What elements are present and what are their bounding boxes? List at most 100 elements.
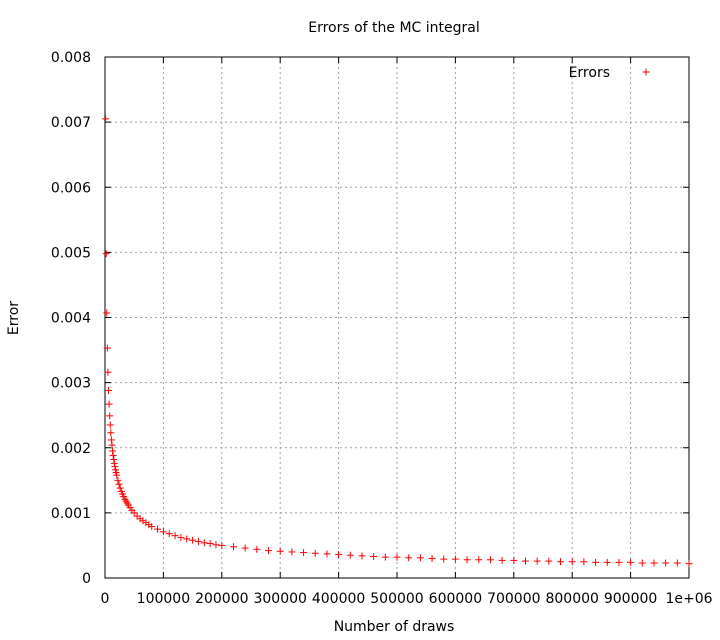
data-point [108, 441, 116, 449]
data-point [130, 509, 138, 517]
y-tick-label: 0.006 [51, 180, 91, 196]
x-tick-label: 600000 [429, 591, 482, 607]
data-point [603, 558, 611, 566]
data-point [451, 555, 459, 563]
data-point [110, 459, 118, 467]
data-point [475, 556, 483, 564]
x-tick-label: 200000 [195, 591, 248, 607]
data-point [486, 556, 494, 564]
data-point [521, 557, 529, 565]
data-point [405, 554, 413, 562]
x-tick-label: 800000 [545, 591, 598, 607]
data-point [183, 535, 191, 543]
data-point [229, 543, 237, 551]
data-point [416, 554, 424, 562]
x-tick-label: 100000 [137, 591, 190, 607]
y-tick-label: 0.002 [51, 441, 91, 457]
x-axis-label: Number of draws [334, 619, 455, 635]
grid-lines [105, 57, 689, 578]
x-tick-label: 900000 [604, 591, 657, 607]
data-point [148, 523, 156, 531]
data-point [200, 539, 208, 547]
data-point [109, 447, 117, 455]
data-point [189, 536, 197, 544]
data-point [370, 553, 378, 561]
y-tick-label: 0.007 [51, 115, 91, 131]
data-point [103, 344, 111, 352]
y-tick-label: 0.005 [51, 245, 91, 261]
data-point [673, 559, 681, 567]
data-point [650, 559, 658, 567]
data-point [105, 400, 113, 408]
data-point [115, 480, 123, 488]
data-point [241, 544, 249, 552]
y-tick-label: 0.003 [51, 376, 91, 392]
data-point [212, 541, 220, 549]
y-axis-label: Error [6, 301, 22, 335]
legend-marker-plus-icon [642, 68, 650, 76]
data-point [104, 368, 112, 376]
x-tick-label: 500000 [370, 591, 423, 607]
data-point [116, 484, 124, 492]
y-tick-labels: 0 0.001 0.002 0.003 0.004 0.005 0.006 0.007 0.00… [51, 50, 91, 587]
data-point [393, 553, 401, 561]
data-point [171, 532, 179, 540]
data-point [510, 556, 518, 564]
y-tick-label: 0.008 [51, 50, 91, 66]
data-point [103, 309, 111, 317]
data-point [265, 547, 273, 555]
x-tick-label: 400000 [312, 591, 365, 607]
data-point [568, 558, 576, 566]
data-point [545, 557, 553, 565]
data-point [177, 534, 185, 542]
data-point [159, 528, 167, 536]
plot-frame [104, 56, 690, 579]
x-tick-label: 0 [101, 591, 110, 607]
chart-title: Errors of the MC integral [308, 20, 480, 36]
data-point [662, 559, 670, 567]
data-point [580, 558, 588, 566]
data-point [111, 463, 119, 471]
x-tick-labels: 0 100000 200000 300000 400000 500000 600000 700… [101, 591, 713, 607]
data-point [627, 558, 635, 566]
data-point [463, 556, 471, 564]
series-errors-points [102, 115, 693, 568]
data-point [638, 559, 646, 567]
data-point [346, 551, 354, 559]
data-point [428, 554, 436, 562]
x-tick-label: 300000 [253, 591, 306, 607]
data-point [102, 115, 110, 123]
data-point [311, 549, 319, 557]
data-point [107, 429, 115, 437]
data-point [288, 548, 296, 556]
legend: Errors [569, 65, 650, 81]
data-point [685, 560, 693, 568]
data-point [109, 452, 117, 460]
x-tick-label: 700000 [487, 591, 540, 607]
data-point [615, 558, 623, 566]
data-point [498, 556, 506, 564]
data-point [106, 412, 114, 420]
y-tick-label: 0.004 [51, 311, 91, 327]
data-point [105, 386, 113, 394]
data-point [218, 541, 226, 549]
data-point [107, 436, 115, 444]
data-point [154, 525, 162, 533]
legend-label-errors: Errors [569, 65, 610, 81]
data-point [165, 530, 173, 538]
y-tick-label: 0 [82, 571, 91, 587]
data-point [276, 547, 284, 555]
data-point [194, 538, 202, 546]
data-point [253, 545, 261, 553]
data-point [110, 455, 118, 463]
data-point [381, 553, 389, 561]
data-point [106, 421, 114, 429]
x-tick-label: 1e+06 [665, 591, 712, 607]
y-tick-label: 0.001 [51, 506, 91, 522]
data-point [114, 476, 122, 484]
data-point [335, 551, 343, 559]
data-point [300, 549, 308, 557]
data-point [592, 558, 600, 566]
data-point [557, 558, 565, 566]
data-point [323, 550, 331, 558]
